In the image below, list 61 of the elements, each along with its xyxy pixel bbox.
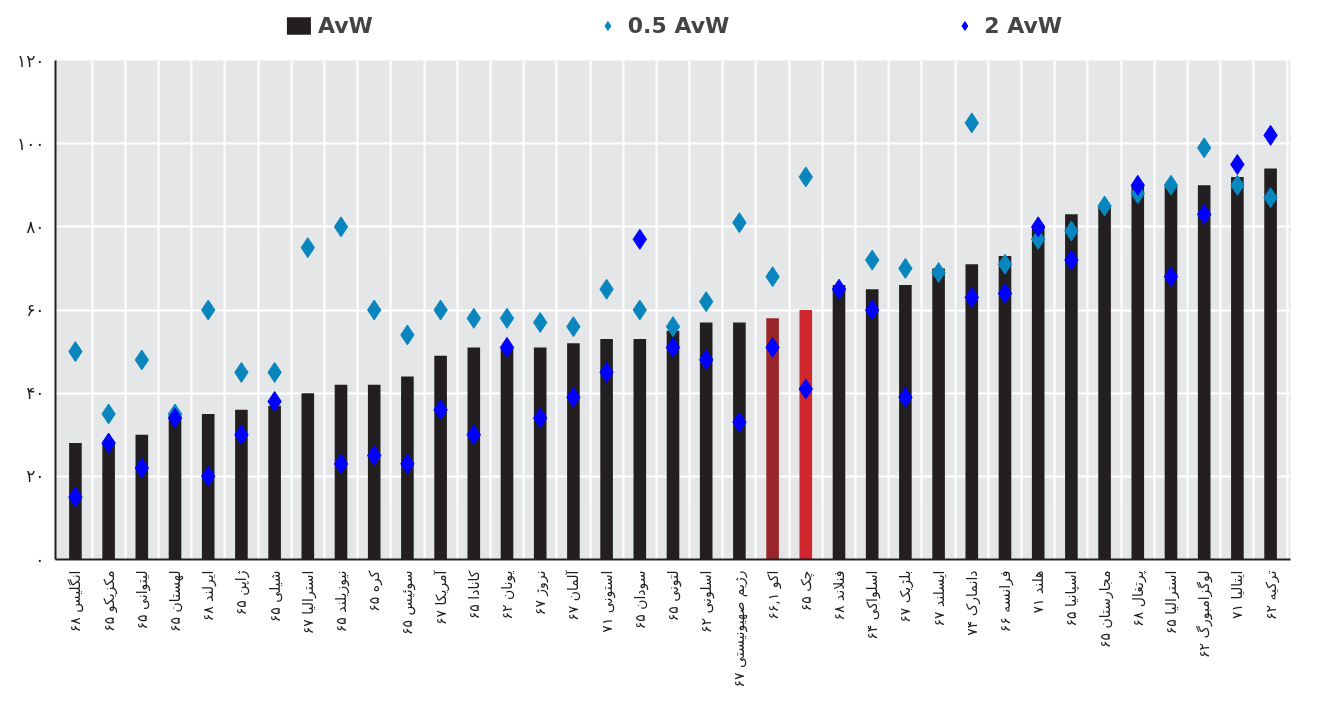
x-tick-label: اکو ۶۶,۱	[764, 570, 782, 620]
x-tick-label: فنلاند ۶۸	[830, 570, 847, 621]
x-tick-label: اسلواکی ۶۴	[864, 570, 882, 640]
x-tick-label: کانادا ۶۵	[465, 570, 482, 620]
y-tick-label: ۲۰	[26, 466, 45, 487]
legend-label: AvW	[317, 12, 373, 38]
x-tick-label: ایسلند ۶۷	[930, 570, 947, 627]
x-tick-label: ژاپن ۶۵	[233, 570, 251, 616]
point	[333, 216, 349, 238]
x-tick-label: ایرلند ۶۸	[200, 570, 218, 622]
x-tick-label: استرالیا ۶۵	[1162, 570, 1180, 635]
x-tick-label: چک ۶۵	[797, 570, 815, 612]
point	[499, 307, 515, 329]
point	[831, 278, 847, 300]
x-tick-label: مکزیکو ۶۵	[100, 570, 118, 632]
y-tick-label: ۱۰۰	[17, 133, 45, 154]
x-tick-label: سوئیس ۶۵	[399, 570, 417, 635]
x-tick-label: ایتالیا ۷۱	[1229, 570, 1246, 620]
x-tick-label: لتونی ۶۵	[665, 570, 682, 622]
y-tick-label: ۸۰	[26, 216, 45, 237]
x-tick-label: یونان ۶۲	[499, 570, 517, 620]
point	[1163, 174, 1179, 196]
x-tick-label: نیوزیلند ۶۵	[333, 570, 351, 633]
x-tick-label: استونی ۷۱	[598, 570, 616, 633]
x-tick-label: مجارستان ۶۵	[1096, 570, 1114, 649]
x-tick-label: ترکیه ۶۲	[1262, 570, 1280, 621]
point	[167, 407, 183, 429]
point	[665, 336, 681, 358]
x-tick-label: آمریکا ۶۷	[432, 569, 450, 625]
x-tick-label: اسلونی ۶۲	[698, 570, 716, 634]
x-tick-label: استرالیا ۶۷	[299, 570, 317, 635]
legend-label: 2 AvW	[984, 12, 1063, 38]
x-tick-label: هلند ۷۱	[1030, 570, 1047, 614]
x-tick-label: سودان ۶۵	[631, 570, 649, 630]
x-tick-label: بلژیک ۶۷	[897, 570, 915, 623]
x-tick-label: آلمان ۶۷	[565, 569, 582, 621]
point	[997, 282, 1013, 304]
y-tick-label: ۰	[35, 549, 45, 570]
x-tick-label: لوگزامبورگ ۶۲	[1195, 570, 1214, 659]
x-tick-label: پرتغال ۶۸	[1129, 570, 1147, 627]
x-tick-label: دانمارک ۷۴	[963, 570, 981, 636]
x-tick-label: کره ۶۵	[366, 570, 384, 612]
point	[997, 253, 1013, 275]
x-tick-label: لیتوانی ۶۵	[133, 570, 151, 630]
point	[499, 336, 515, 358]
point	[1163, 266, 1179, 288]
x-tick-label: اسپانیا ۶۵	[1063, 570, 1081, 627]
point	[333, 453, 349, 475]
y-tick-label: ۱۲۰	[17, 50, 45, 71]
x-tick-label: نروژ ۶۷	[532, 570, 550, 616]
x-tick-label: رژیم صهیونیستی ۶۷	[731, 570, 749, 688]
x-tick-label: شیلی ۶۵	[266, 570, 283, 623]
bar	[766, 318, 779, 560]
y-tick-label: ۴۰	[26, 383, 45, 404]
x-tick-label: لهستان ۶۵	[167, 570, 185, 632]
y-tick-label: ۶۰	[26, 300, 45, 320]
legend-label: 0.5 AvW	[627, 12, 730, 38]
bar	[799, 310, 813, 560]
x-tick-label: فرانسه ۶۶	[996, 570, 1014, 633]
x-tick-label: انگلیس ۶۸	[67, 570, 85, 633]
point	[665, 316, 681, 338]
